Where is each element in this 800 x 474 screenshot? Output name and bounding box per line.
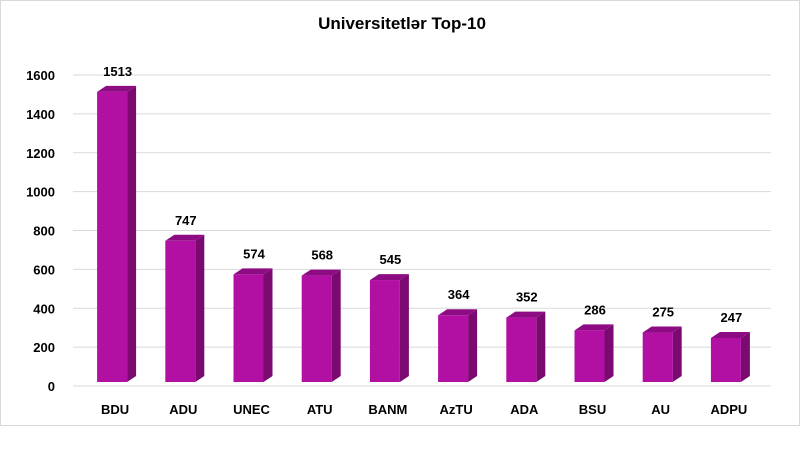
y-tick-label-1600: 1600 xyxy=(26,68,55,83)
bar-bdu xyxy=(97,85,137,383)
bar-side-unec xyxy=(263,268,273,382)
bar-top-ada xyxy=(506,311,546,318)
y-tick-label-400: 400 xyxy=(33,301,55,316)
x-tick-label-unec: UNEC xyxy=(233,402,270,417)
data-label-adu: 747 xyxy=(175,213,197,228)
x-tick-label-ada: ADA xyxy=(510,402,539,417)
bar-side-au xyxy=(672,326,682,382)
data-label-ada: 352 xyxy=(516,290,538,305)
data-label-atu: 568 xyxy=(311,248,333,263)
x-axis-labels: BDU ADU UNEC ATU BANM AzTU ADA BSU AU ADPU xyxy=(101,402,747,417)
y-tick-label-1000: 1000 xyxy=(26,185,55,200)
bar-front-aztu xyxy=(438,315,469,382)
data-label-banm: 545 xyxy=(380,252,402,267)
bars xyxy=(97,85,750,383)
bar-side-bdu xyxy=(127,85,137,383)
bar-front-banm xyxy=(369,280,400,382)
x-tick-label-bdu: BDU xyxy=(101,402,129,417)
x-tick-label-bsu: BSU xyxy=(579,402,606,417)
bar-adpu xyxy=(710,331,750,382)
bar-top-bdu xyxy=(97,85,137,92)
bar-side-adpu xyxy=(740,331,750,382)
bar-unec xyxy=(233,268,273,382)
data-label-adpu: 247 xyxy=(721,310,743,325)
bar-top-bsu xyxy=(574,324,614,331)
bar-side-banm xyxy=(399,274,409,382)
bar-front-adu xyxy=(165,240,196,382)
x-tick-label-atu: ATU xyxy=(307,402,333,417)
y-tick-label-600: 600 xyxy=(33,262,55,277)
x-tick-label-adpu: ADPU xyxy=(710,402,747,417)
x-tick-label-adu: ADU xyxy=(169,402,197,417)
bar-aztu xyxy=(438,309,478,382)
x-tick-label-au: AU xyxy=(651,402,670,417)
bar-side-bsu xyxy=(604,324,614,382)
chart-frame: Universitetlər Top-10 0 200 400 600 800 1000 1… xyxy=(0,0,800,426)
y-tick-label-200: 200 xyxy=(33,340,55,355)
y-axis-ticks: 0 200 400 600 800 1000 1200 1400 1600 xyxy=(26,68,55,394)
bar-top-adpu xyxy=(710,331,750,338)
bar-top-unec xyxy=(233,268,273,275)
bar-side-atu xyxy=(331,269,341,382)
bar-front-bsu xyxy=(574,330,605,382)
data-label-bsu: 286 xyxy=(584,302,606,317)
bar-top-au xyxy=(642,326,682,333)
bar-front-bdu xyxy=(97,91,128,383)
bar-front-ada xyxy=(506,317,537,382)
bar-front-au xyxy=(642,332,673,382)
data-label-unec: 574 xyxy=(243,246,265,261)
bar-top-atu xyxy=(301,269,341,276)
bar-top-adu xyxy=(165,234,205,241)
bar-banm xyxy=(369,274,409,382)
bar-front-adpu xyxy=(710,337,741,382)
chart-title: Universitetlər Top-10 xyxy=(318,14,486,33)
bar-atu xyxy=(301,269,341,382)
bar-side-aztu xyxy=(468,309,478,382)
y-tick-label-1400: 1400 xyxy=(26,107,55,122)
y-tick-label-0: 0 xyxy=(48,379,55,394)
bar-bsu xyxy=(574,324,614,382)
bar-front-atu xyxy=(301,275,332,382)
bar-top-banm xyxy=(369,274,409,281)
bar-front-unec xyxy=(233,274,264,382)
x-tick-label-aztu: AzTU xyxy=(439,402,472,417)
bar-chart: Universitetlər Top-10 0 200 400 600 800 1000 1… xyxy=(26,14,771,417)
bar-au xyxy=(642,326,682,382)
bar-adu xyxy=(165,234,205,382)
data-label-aztu: 364 xyxy=(448,287,470,302)
data-label-au: 275 xyxy=(652,305,674,320)
x-tick-label-banm: BANM xyxy=(368,402,407,417)
bar-side-ada xyxy=(536,311,546,382)
data-label-bdu: 1513 xyxy=(103,64,132,79)
bar-ada xyxy=(506,311,546,382)
bar-top-aztu xyxy=(438,309,478,316)
y-tick-label-800: 800 xyxy=(33,224,55,239)
y-tick-label-1200: 1200 xyxy=(26,146,55,161)
data-labels: 1513 747 574 568 545 364 352 286 275 247 xyxy=(103,64,742,325)
bar-side-adu xyxy=(195,234,205,382)
